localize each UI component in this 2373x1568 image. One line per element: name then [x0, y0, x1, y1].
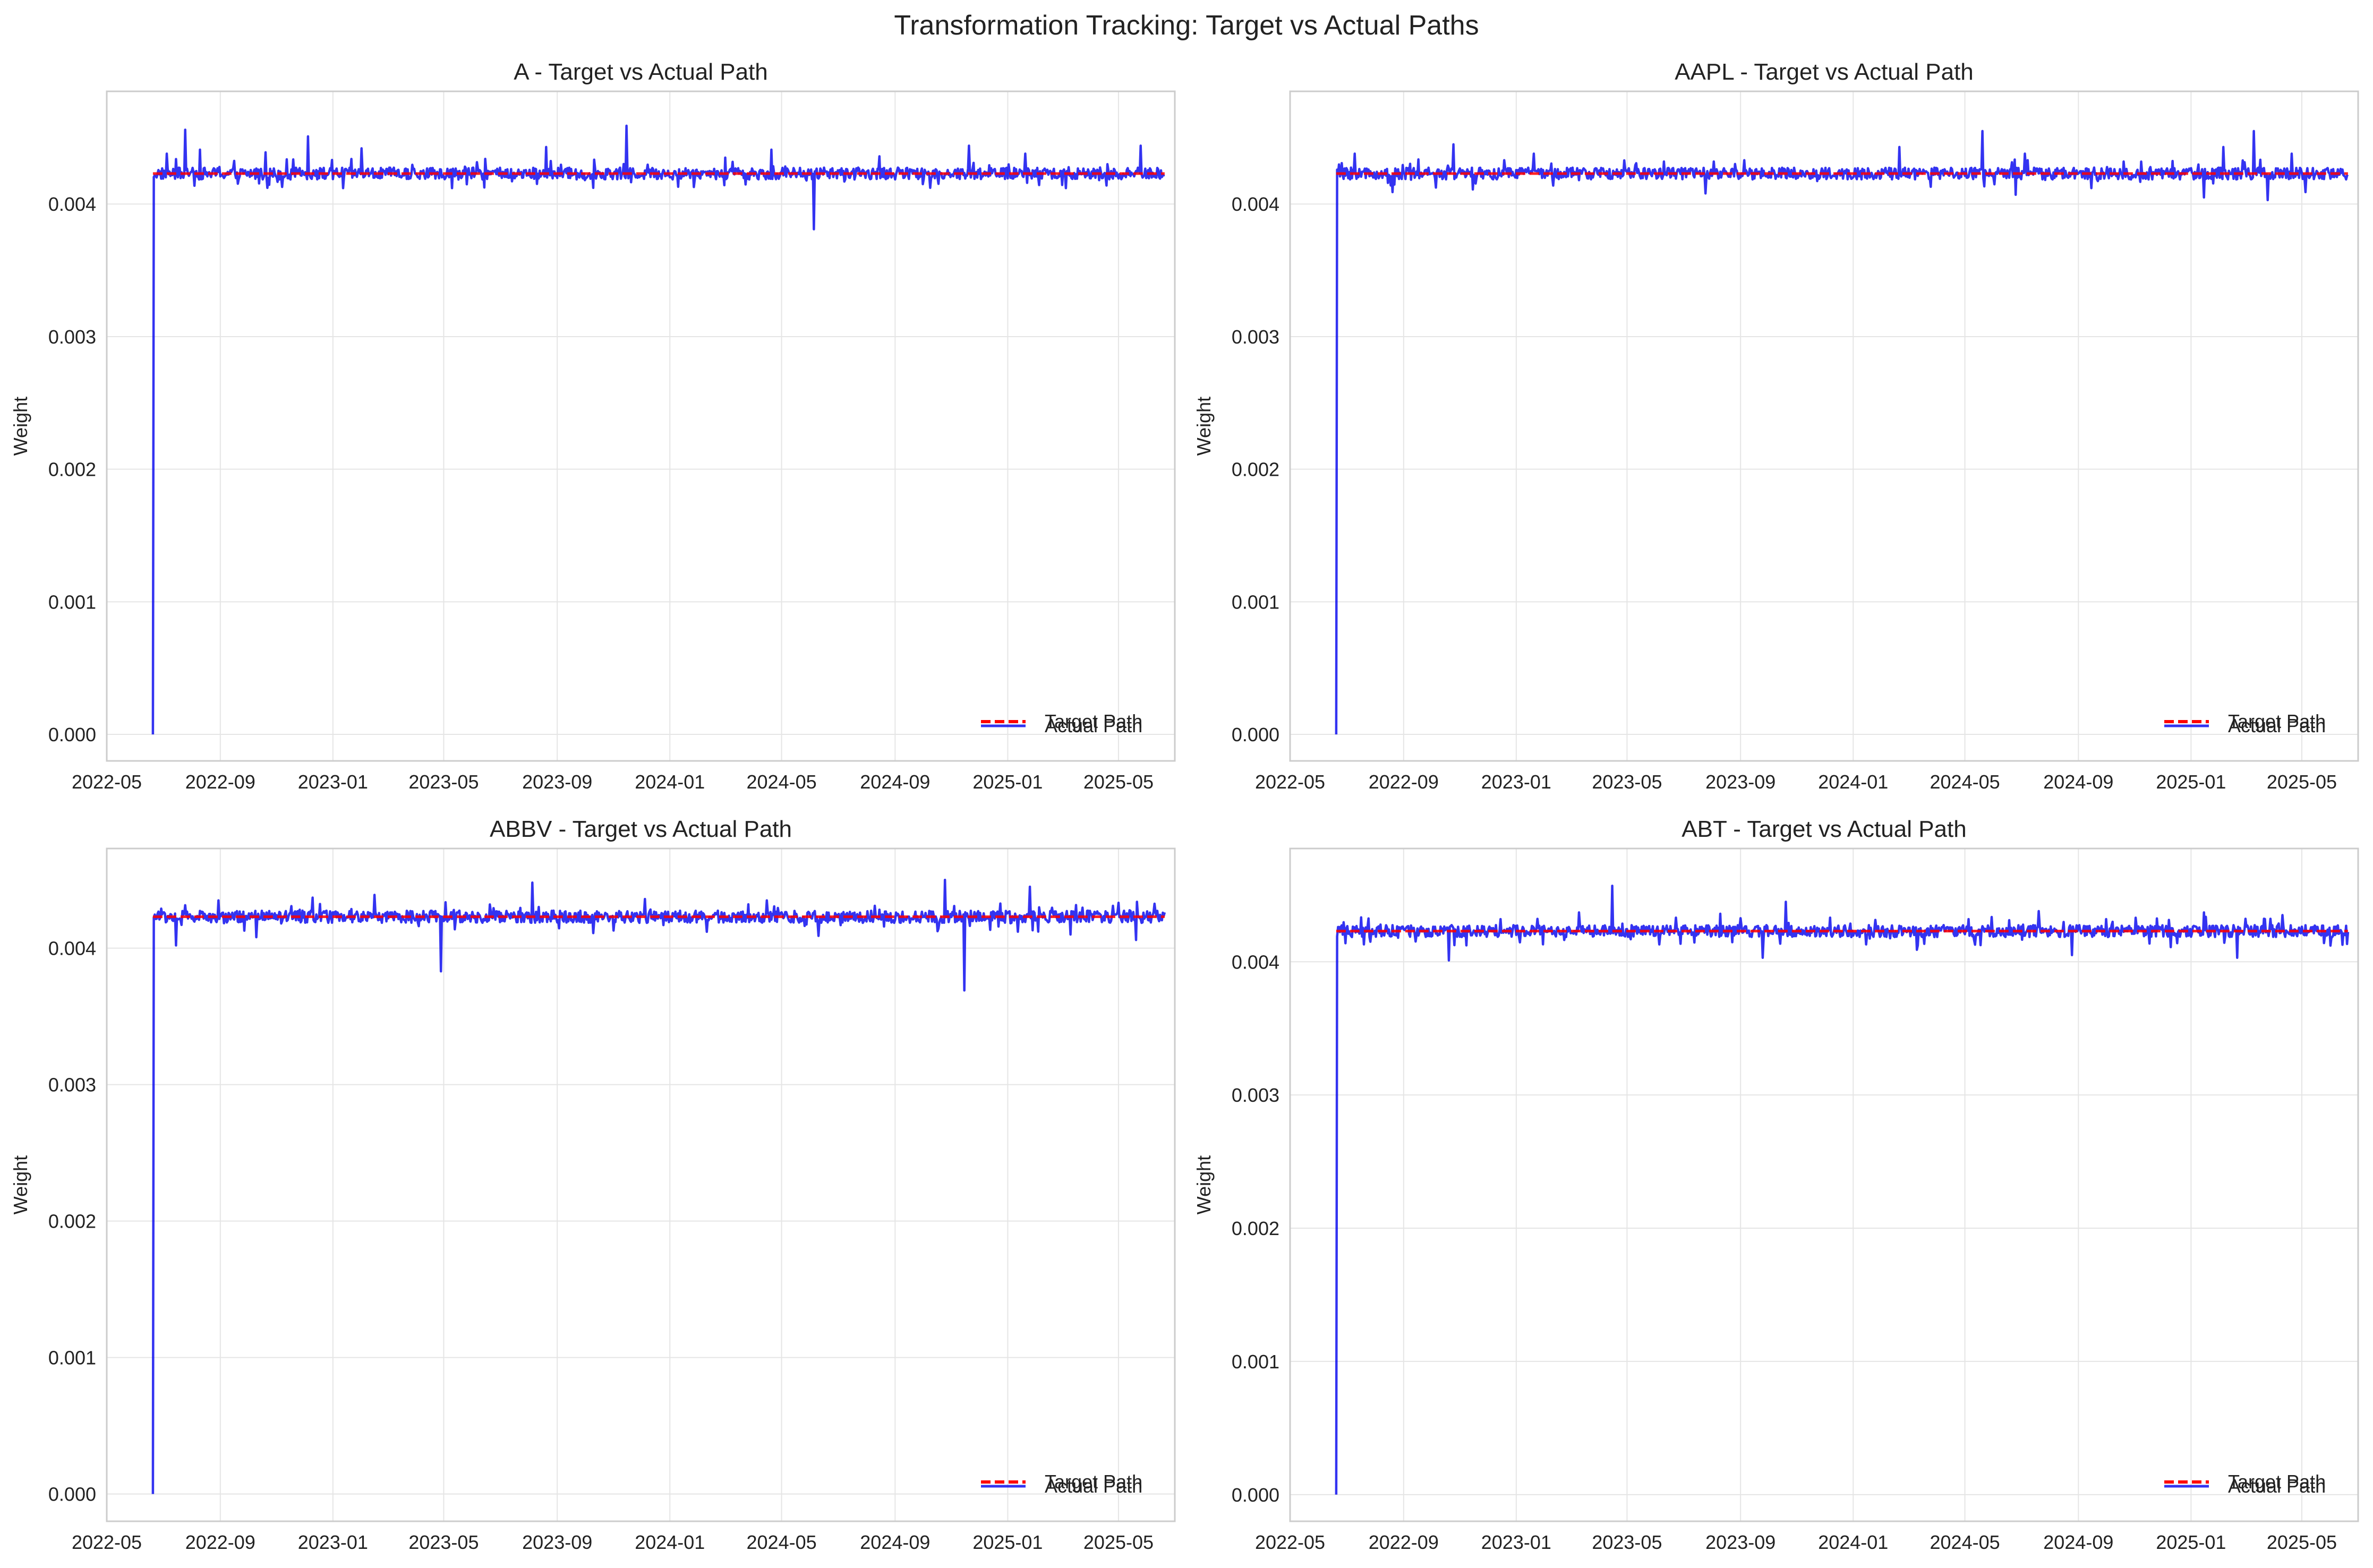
x-tick-label: 2023-09 — [522, 1531, 592, 1553]
x-tick-label: 2023-05 — [1592, 771, 1662, 793]
x-tick-label: 2024-01 — [635, 1531, 705, 1553]
y-tick-label: 0.000 — [1232, 1484, 1279, 1506]
x-tick-label: 2024-05 — [747, 771, 817, 793]
x-tick-label: 2025-05 — [1083, 771, 1154, 793]
legend-label-target: Target Path — [1045, 710, 1142, 732]
y-tick-label: 0.001 — [1232, 1351, 1279, 1373]
chart-panel-4: ABT - Target vs Actual Path Weight 2022-05… — [1193, 816, 2359, 1553]
panel-title: A - Target vs Actual Path — [514, 59, 768, 85]
y-tick-label: 0.003 — [1232, 326, 1279, 348]
y-tick-label: 0.001 — [48, 591, 96, 613]
x-tick-label: 2023-01 — [298, 771, 368, 793]
x-tick-label: 2022-09 — [185, 1531, 255, 1553]
x-tick-label: 2024-01 — [635, 771, 705, 793]
actual-path-line — [1335, 884, 2350, 1495]
x-tick-label: 2025-01 — [2156, 771, 2226, 793]
x-tick-label: 2025-01 — [2156, 1531, 2226, 1553]
y-axis-label: Weight — [10, 397, 31, 456]
y-tick-label: 0.000 — [1232, 724, 1279, 746]
x-tick-label: 2023-01 — [1481, 771, 1551, 793]
plot-frame — [1289, 90, 2359, 762]
y-tick-label: 0.002 — [48, 1211, 96, 1232]
y-tick-label: 0.002 — [1232, 1218, 1279, 1239]
x-tick-label: 2023-09 — [522, 771, 592, 793]
y-tick-label: 0.003 — [1232, 1084, 1279, 1106]
legend-label-actual: Actual Path — [1045, 1475, 1142, 1497]
x-tick-label: 2023-01 — [1481, 1531, 1551, 1553]
x-tick-label: 2024-05 — [1930, 771, 2000, 793]
x-tick-label: 2024-01 — [1818, 771, 1888, 793]
x-tick-label: 2025-01 — [972, 771, 1043, 793]
panel-title: ABT - Target vs Actual Path — [1681, 816, 1966, 842]
y-tick-label: 0.004 — [1232, 193, 1279, 215]
x-tick-label: 2022-05 — [72, 1531, 142, 1553]
y-tick-label: 0.000 — [48, 1484, 96, 1505]
y-tick-label: 0.004 — [48, 193, 96, 215]
x-tick-label: 2022-09 — [185, 771, 255, 793]
x-tick-label: 2022-05 — [1255, 771, 1325, 793]
y-axis-label: Weight — [1193, 1155, 1215, 1214]
x-tick-label: 2023-09 — [1705, 771, 1776, 793]
x-tick-label: 2023-05 — [408, 1531, 479, 1553]
y-axis-label: Weight — [1193, 397, 1215, 456]
legend-label-actual: Actual Path — [2228, 1475, 2326, 1497]
legend-label-actual: Actual Path — [2228, 715, 2326, 736]
legend-label-target: Target Path — [1045, 1471, 1142, 1493]
x-tick-label: 2024-05 — [1930, 1531, 2000, 1553]
y-tick-label: 0.003 — [48, 326, 96, 348]
chart-panel-3: ABBV - Target vs Actual Path Weight 2022-0… — [10, 816, 1176, 1553]
x-tick-label: 2024-05 — [747, 1531, 817, 1553]
legend-label-target: Target Path — [2228, 1471, 2326, 1493]
plot-frame — [106, 847, 1176, 1522]
panel-title: ABBV - Target vs Actual Path — [490, 816, 792, 842]
plot-frame — [1289, 847, 2359, 1522]
y-tick-label: 0.001 — [1232, 591, 1279, 613]
plot-frame — [106, 90, 1176, 762]
legend-label-target: Target Path — [2228, 710, 2326, 732]
x-tick-label: 2023-05 — [408, 771, 479, 793]
y-tick-label: 0.002 — [1232, 459, 1279, 481]
actual-path-line — [151, 878, 1166, 1494]
y-tick-label: 0.001 — [48, 1347, 96, 1369]
chart-panel-1: A - Target vs Actual Path Weight 2022-05 20… — [10, 59, 1176, 793]
x-tick-label: 2023-09 — [1705, 1531, 1776, 1553]
x-tick-label: 2022-09 — [1369, 1531, 1439, 1553]
y-tick-label: 0.004 — [1232, 951, 1279, 973]
y-axis-label: Weight — [10, 1155, 31, 1214]
y-tick-label: 0.003 — [48, 1074, 96, 1096]
x-tick-label: 2025-01 — [972, 1531, 1043, 1553]
legend-label-actual: Actual Path — [1045, 715, 1142, 736]
actual-path-line — [1335, 130, 2349, 735]
x-tick-label: 2022-09 — [1369, 771, 1439, 793]
x-tick-label: 2025-05 — [2267, 1531, 2337, 1553]
x-tick-label: 2022-05 — [1255, 1531, 1325, 1553]
y-tick-label: 0.000 — [48, 724, 96, 746]
x-tick-label: 2023-01 — [298, 1531, 368, 1553]
x-tick-label: 2022-05 — [72, 771, 142, 793]
x-tick-label: 2024-09 — [860, 1531, 930, 1553]
y-tick-label: 0.002 — [48, 459, 96, 481]
x-tick-label: 2024-01 — [1818, 1531, 1888, 1553]
actual-path-line — [151, 124, 1165, 735]
x-tick-label: 2025-05 — [2267, 771, 2337, 793]
chart-panel-2: AAPL - Target vs Actual Path Weight 2022-0… — [1193, 59, 2359, 793]
x-tick-label: 2025-05 — [1083, 1531, 1154, 1553]
x-tick-label: 2024-09 — [2043, 771, 2113, 793]
x-tick-label: 2024-09 — [2043, 1531, 2113, 1553]
x-tick-label: 2024-09 — [860, 771, 930, 793]
panel-title: AAPL - Target vs Actual Path — [1675, 59, 1974, 85]
figure-suptitle: Transformation Tracking: Target vs Actua… — [894, 10, 1479, 41]
y-tick-label: 0.004 — [48, 938, 96, 959]
x-tick-label: 2023-05 — [1592, 1531, 1662, 1553]
